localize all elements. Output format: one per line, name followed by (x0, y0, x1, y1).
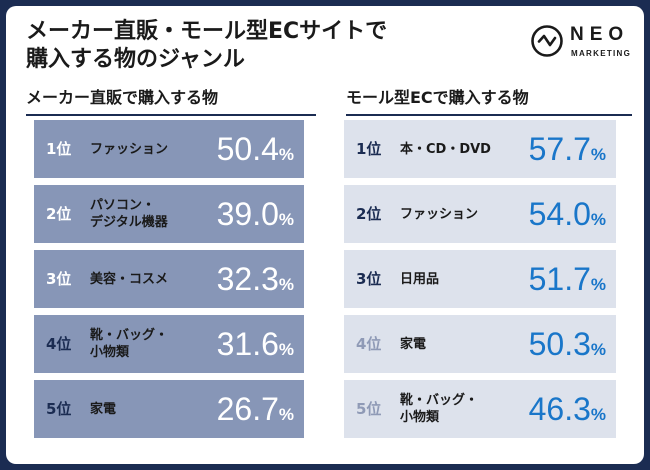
percent-value: 31.6% (217, 315, 294, 379)
genre-label: 日用品 (400, 271, 440, 287)
title-line-1: メーカー直販・モール型ECサイトで (26, 19, 388, 44)
maker-ranking-list: 1位 ファッション 50.4% 2位 パソコン・ デジタル機器 39.0% 3位… (34, 120, 304, 445)
maker-rank-row: 5位 家電 26.7% (34, 380, 304, 438)
mall-section-heading: モール型ECで購入する物 (346, 84, 632, 116)
percent-value: 54.0% (529, 185, 606, 249)
title-line-2: 購入する物のジャンル (26, 47, 245, 72)
percent-number: 46.3 (528, 391, 591, 427)
rank-label: 3位 (46, 270, 72, 288)
rank-label: 4位 (356, 335, 382, 353)
percent-number: 57.7 (528, 131, 591, 167)
infographic-card: メーカー直販・モール型ECサイトで 購入する物のジャンル NEO MARKETI… (6, 6, 644, 464)
percent-unit: % (278, 405, 294, 424)
genre-label: 本・CD・DVD (400, 141, 491, 157)
rank-label: 4位 (46, 335, 72, 353)
percent-value: 57.7% (529, 120, 606, 184)
page-title: メーカー直販・モール型ECサイトで 購入する物のジャンル (26, 18, 387, 74)
logo-subtext: MARKETING (571, 49, 632, 58)
percent-number: 32.3 (216, 261, 279, 297)
logo-mark-icon (531, 25, 563, 57)
percent-unit: % (590, 145, 606, 164)
rank-label: 2位 (46, 205, 72, 223)
genre-label: 家電 (90, 401, 117, 417)
percent-unit: % (590, 340, 606, 359)
percent-number: 54.0 (528, 196, 591, 232)
genre-label: 家電 (400, 336, 427, 352)
maker-rank-row: 2位 パソコン・ デジタル機器 39.0% (34, 185, 304, 243)
maker-rank-row: 3位 美容・コスメ 32.3% (34, 250, 304, 308)
percent-number: 51.7 (528, 261, 591, 297)
percent-number: 31.6 (216, 326, 279, 362)
percent-value: 46.3% (529, 380, 606, 444)
percent-value: 39.0% (217, 185, 294, 249)
rank-label: 2位 (356, 205, 382, 223)
mall-rank-row: 4位 家電 50.3% (344, 315, 616, 373)
percent-value: 51.7% (529, 250, 606, 314)
mall-rank-row: 2位 ファッション 54.0% (344, 185, 616, 243)
rank-label: 1位 (356, 140, 382, 158)
mall-rank-row: 3位 日用品 51.7% (344, 250, 616, 308)
percent-unit: % (278, 145, 294, 164)
neo-marketing-logo: NEO MARKETING (530, 22, 640, 66)
rank-label: 5位 (46, 400, 72, 418)
percent-unit: % (590, 405, 606, 424)
percent-value: 50.4% (217, 120, 294, 184)
percent-value: 26.7% (217, 380, 294, 444)
percent-unit: % (278, 210, 294, 229)
rank-label: 1位 (46, 140, 72, 158)
percent-unit: % (590, 275, 606, 294)
rank-label: 3位 (356, 270, 382, 288)
genre-label: ファッション (90, 141, 169, 157)
percent-value: 32.3% (217, 250, 294, 314)
mall-rank-row: 1位 本・CD・DVD 57.7% (344, 120, 616, 178)
genre-label: パソコン・ デジタル機器 (90, 198, 168, 230)
percent-number: 26.7 (216, 391, 279, 427)
genre-label: 美容・コスメ (90, 271, 169, 287)
genre-label: 靴・バッグ・ 小物類 (400, 393, 479, 425)
genre-label: 靴・バッグ・ 小物類 (90, 328, 169, 360)
percent-value: 50.3% (529, 315, 606, 379)
rank-label: 5位 (356, 400, 382, 418)
logo-wordmark: NEO (570, 24, 630, 45)
percent-number: 50.3 (528, 326, 591, 362)
maker-section-heading: メーカー直販で購入する物 (26, 84, 316, 116)
maker-rank-row: 4位 靴・バッグ・ 小物類 31.6% (34, 315, 304, 373)
mall-ranking-list: 1位 本・CD・DVD 57.7% 2位 ファッション 54.0% 3位 日用品… (344, 120, 616, 445)
percent-number: 39.0 (216, 196, 279, 232)
mall-rank-row: 5位 靴・バッグ・ 小物類 46.3% (344, 380, 616, 438)
maker-rank-row: 1位 ファッション 50.4% (34, 120, 304, 178)
percent-unit: % (278, 340, 294, 359)
percent-unit: % (590, 210, 606, 229)
percent-unit: % (278, 275, 294, 294)
percent-number: 50.4 (216, 131, 279, 167)
genre-label: ファッション (400, 206, 479, 222)
